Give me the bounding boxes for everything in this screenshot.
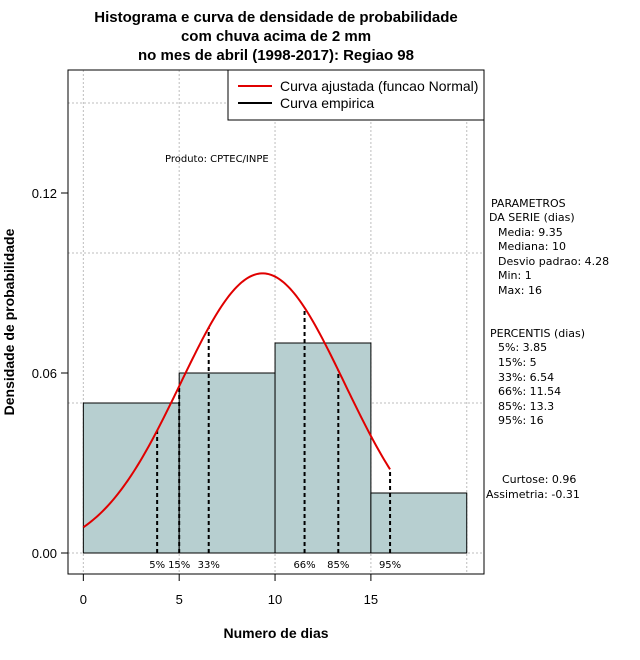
percentile-label-5: 5% (149, 560, 165, 571)
axes: 0 5 10 15 0.00 0.06 0.12 (32, 186, 378, 607)
chart-title-line-2: com chuva acima de 2 mm (181, 28, 371, 45)
assimetria: Assimetria: -0.31 (486, 488, 580, 501)
histogram-bar-4 (370, 492, 468, 554)
curtose: Curtose: 0.96 (502, 473, 576, 486)
parametros-title-line-1: PARAMETROS (491, 197, 566, 210)
legend-box (227, 69, 485, 121)
percentis-title: PERCENTIS (dias) (490, 327, 585, 340)
normal-curve-layer (82, 272, 391, 529)
product-annotation: Produto: CPTEC/INPE (165, 154, 269, 165)
histogram-bars (82, 342, 468, 554)
percentile-label-95: 95% (379, 560, 401, 571)
y-tick-label: 0.06 (32, 366, 57, 381)
param-media: Media: 9.35 (498, 226, 563, 239)
stats-panel: PARAMETROS DA SERIE (dias) Media: 9.35 M… (486, 197, 609, 501)
legend-label-empirical: Curva empirica (280, 95, 374, 111)
x-tick-label: 15 (364, 592, 378, 607)
percentil-15: 15%: 5 (498, 356, 537, 369)
param-desvio: Desvio padrao: 4.28 (498, 255, 609, 268)
parametros-title-line-2: DA SERIE (dias) (489, 211, 575, 224)
percentile-label-66: 66% (293, 560, 315, 571)
param-max: Max: 16 (498, 284, 542, 297)
normal-curve (82, 272, 391, 529)
y-axis-label: Densidade de probabilidade (1, 228, 17, 415)
x-tick-label: 0 (80, 592, 87, 607)
percentile-label-85: 85% (327, 560, 349, 571)
percentil-85: 85%: 13.3 (498, 400, 554, 413)
percentil-33: 33%: 6.54 (498, 371, 554, 384)
legend-label-normal: Curva ajustada (funcao Normal) (280, 78, 478, 94)
x-axis-label: Numero de dias (223, 625, 328, 641)
percentile-markers: 5% 15% 33% 66% 85% 95% (149, 307, 401, 571)
y-tick-label: 0.00 (32, 546, 57, 561)
chart-title-line-3: no mes de abril (1998-2017): Regiao 98 (138, 47, 414, 64)
histogram-bar-2 (178, 372, 276, 554)
percentile-label-15: 15% (168, 560, 190, 571)
histogram-bar-3 (274, 342, 372, 554)
percentil-95: 95%: 16 (498, 414, 544, 427)
param-min: Min: 1 (498, 269, 532, 282)
param-mediana: Mediana: 10 (498, 240, 566, 253)
percentil-5: 5%: 3.85 (498, 341, 547, 354)
legend: Curva ajustada (funcao Normal) Curva emp… (227, 69, 485, 121)
histogram-bar-1 (82, 402, 180, 554)
y-tick-label: 0.12 (32, 186, 57, 201)
chart-title-line-1: Histograma e curva de densidade de proba… (94, 9, 457, 26)
x-tick-label: 5 (176, 592, 183, 607)
percentil-66: 66%: 11.54 (498, 385, 561, 398)
percentile-label-33: 33% (198, 560, 220, 571)
x-tick-label: 10 (268, 592, 282, 607)
